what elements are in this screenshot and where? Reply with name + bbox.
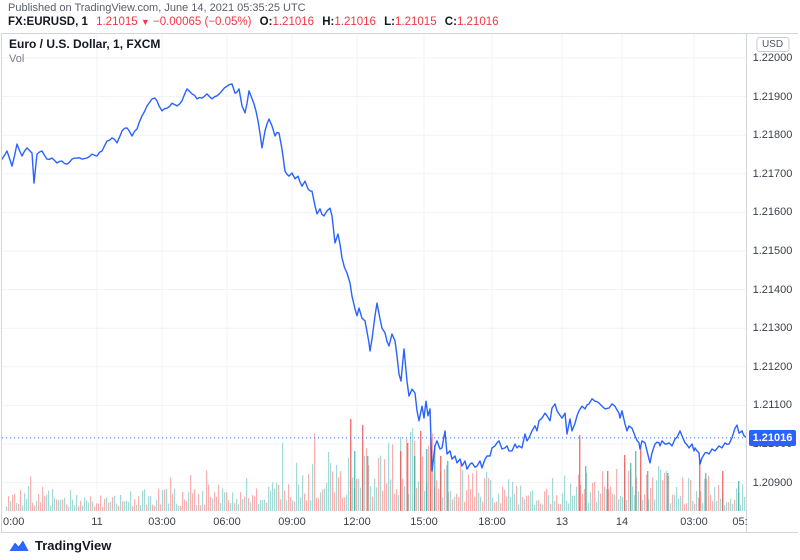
time-axis-label: 15:00	[410, 516, 438, 528]
high-label: H:	[322, 16, 335, 28]
legend-volume-study[interactable]: Vol	[9, 53, 25, 65]
open-value: 1.21016	[272, 16, 315, 28]
price-change-percent: (−0.05%)	[204, 16, 252, 28]
close-label: C:	[444, 16, 457, 28]
high-value: 1.21016	[334, 16, 376, 28]
price-change: −0.00065	[152, 16, 202, 28]
tradingview-logo-text: TradingView	[35, 538, 112, 553]
published-caption: Published on TradingView.com, June 14, 2…	[8, 2, 306, 14]
price-axis-label: 1.21200	[752, 360, 793, 373]
currency-badge: USD	[755, 37, 790, 52]
price-axis-label: 1.21900	[752, 90, 793, 103]
time-axis-label: 0:00	[3, 516, 25, 528]
price-axis-label: 1.21300	[752, 322, 793, 335]
time-axis-label: 12:00	[343, 516, 371, 528]
low-label: L:	[384, 16, 396, 28]
last-price: 1.21015	[96, 16, 138, 28]
tradingview-logo-icon	[9, 540, 29, 551]
time-axis-label: 03:00	[148, 516, 176, 528]
down-arrow-icon: ▼	[140, 17, 150, 27]
low-value: 1.21015	[395, 16, 437, 28]
symbol-name: FX:EURUSD, 1	[8, 16, 88, 28]
time-axis[interactable]: 0:00 11 03:00 06:00 09:00 12:00 15:00 18:00 13 14…	[2, 512, 748, 532]
time-axis-label: 18:00	[478, 516, 506, 528]
price-axis-label: 1.21100	[753, 399, 792, 412]
time-axis-label: 09:00	[278, 516, 306, 528]
price-axis-label: 1.20900	[752, 476, 793, 489]
legend-symbol-title[interactable]: Euro / U.S. Dollar, 1, FXCM	[9, 37, 161, 51]
time-axis-label: 14	[615, 516, 629, 528]
chart-widget: Euro / U.S. Dollar, 1, FXCM Vol USD 1.21…	[1, 33, 798, 533]
price-axis-label: 1.21500	[752, 245, 793, 257]
last-price-badge: 1.21016	[749, 429, 796, 446]
symbol-quote-bar: FX:EURUSD, 1 1.21015 ▼ −0.00065 (−0.05%)…	[8, 16, 499, 28]
close-value: 1.21016	[456, 16, 499, 28]
time-axis-label: 13	[555, 516, 569, 528]
price-axis[interactable]: USD 1.21016 1.22000 1.21900 1.21800 1.21700…	[746, 34, 798, 532]
price-axis-label: 1.22000	[752, 52, 793, 64]
time-axis-label: 11	[91, 516, 103, 528]
tradingview-attribution[interactable]: TradingView	[8, 538, 111, 553]
price-axis-label: 1.21400	[752, 283, 793, 296]
chart-legend[interactable]: Euro / U.S. Dollar, 1, FXCM Vol	[9, 37, 160, 67]
price-axis-label: 1.21600	[752, 206, 793, 219]
time-axis-label: 05:	[732, 516, 748, 528]
time-axis-label: 03:00	[680, 516, 708, 528]
open-label: O:	[259, 16, 273, 28]
price-axis-label: 1.21700	[752, 167, 793, 180]
chart-plot-area[interactable]	[2, 34, 746, 512]
price-axis-label: 1.21800	[752, 129, 793, 142]
time-axis-label: 06:00	[213, 516, 241, 528]
